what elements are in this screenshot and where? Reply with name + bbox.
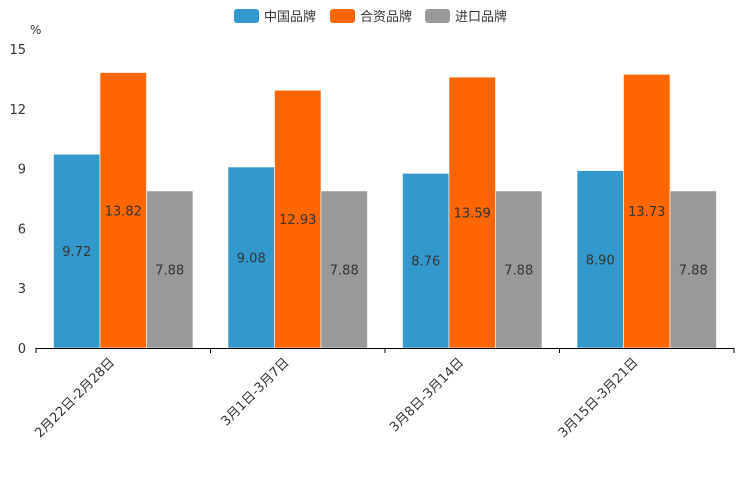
legend-item[interactable]: 进口品牌 — [425, 9, 507, 25]
y-tick-label: 6 — [18, 222, 26, 237]
bar — [227, 166, 275, 349]
bar — [99, 72, 147, 349]
y-tick-label: 15 — [9, 43, 26, 58]
bar-value-label: 9.72 — [62, 245, 91, 260]
legend-swatch — [425, 9, 450, 23]
bar-value-label: 13.59 — [454, 207, 491, 222]
legend-item[interactable]: 合资品牌 — [330, 9, 412, 25]
bar-value-label: 13.82 — [105, 204, 142, 219]
bar — [53, 153, 101, 349]
bar-value-label: 7.88 — [504, 263, 533, 278]
y-tick-label: 9 — [18, 163, 26, 178]
x-category-label: 3月8日-3月14日 — [387, 355, 467, 435]
y-tick-label: 12 — [9, 103, 26, 118]
bar-value-label: 13.73 — [628, 205, 665, 220]
bars: 9.72 13.82 7.88 9.08 12.93 7.88 8.76 13.59 7.88 8… — [53, 72, 717, 349]
legend-label: 进口品牌 — [455, 9, 507, 25]
bar — [576, 170, 624, 349]
bar — [448, 76, 496, 349]
x-axis: 2月22日-2月28日 3月1日-3月7日 3月8日-3月14日 3月15日-3月21… — [32, 348, 735, 441]
x-category-label: 3月1日-3月7日 — [218, 355, 292, 429]
y-tick-label: 3 — [18, 282, 26, 297]
bar-value-label: 7.88 — [679, 263, 708, 278]
legend-label: 合资品牌 — [360, 9, 412, 25]
bar-value-label: 7.88 — [330, 263, 359, 278]
legend-label: 中国品牌 — [264, 9, 316, 25]
bar — [274, 89, 322, 349]
bar-value-label: 9.08 — [237, 252, 266, 267]
y-axis-unit-label: % — [30, 23, 41, 37]
bar-value-label: 12.93 — [279, 213, 316, 228]
legend-item[interactable]: 中国品牌 — [234, 9, 316, 25]
y-tick-label: 0 — [18, 342, 26, 357]
bar-value-label: 8.90 — [586, 253, 615, 268]
bar-value-label: 7.88 — [155, 263, 184, 278]
bar-value-label: 8.76 — [411, 255, 440, 270]
bar — [146, 190, 194, 349]
legend-swatch — [234, 9, 259, 23]
bar — [320, 190, 368, 349]
legend-swatch — [330, 9, 355, 23]
x-category-label: 3月15日-3月21日 — [556, 355, 642, 441]
bar — [669, 190, 717, 349]
legend: 中国品牌 合资品牌 进口品牌 — [234, 9, 507, 25]
x-category-label: 2月22日-2月28日 — [32, 355, 118, 441]
y-axis: 0 3 6 9 12 15 — [9, 43, 26, 357]
